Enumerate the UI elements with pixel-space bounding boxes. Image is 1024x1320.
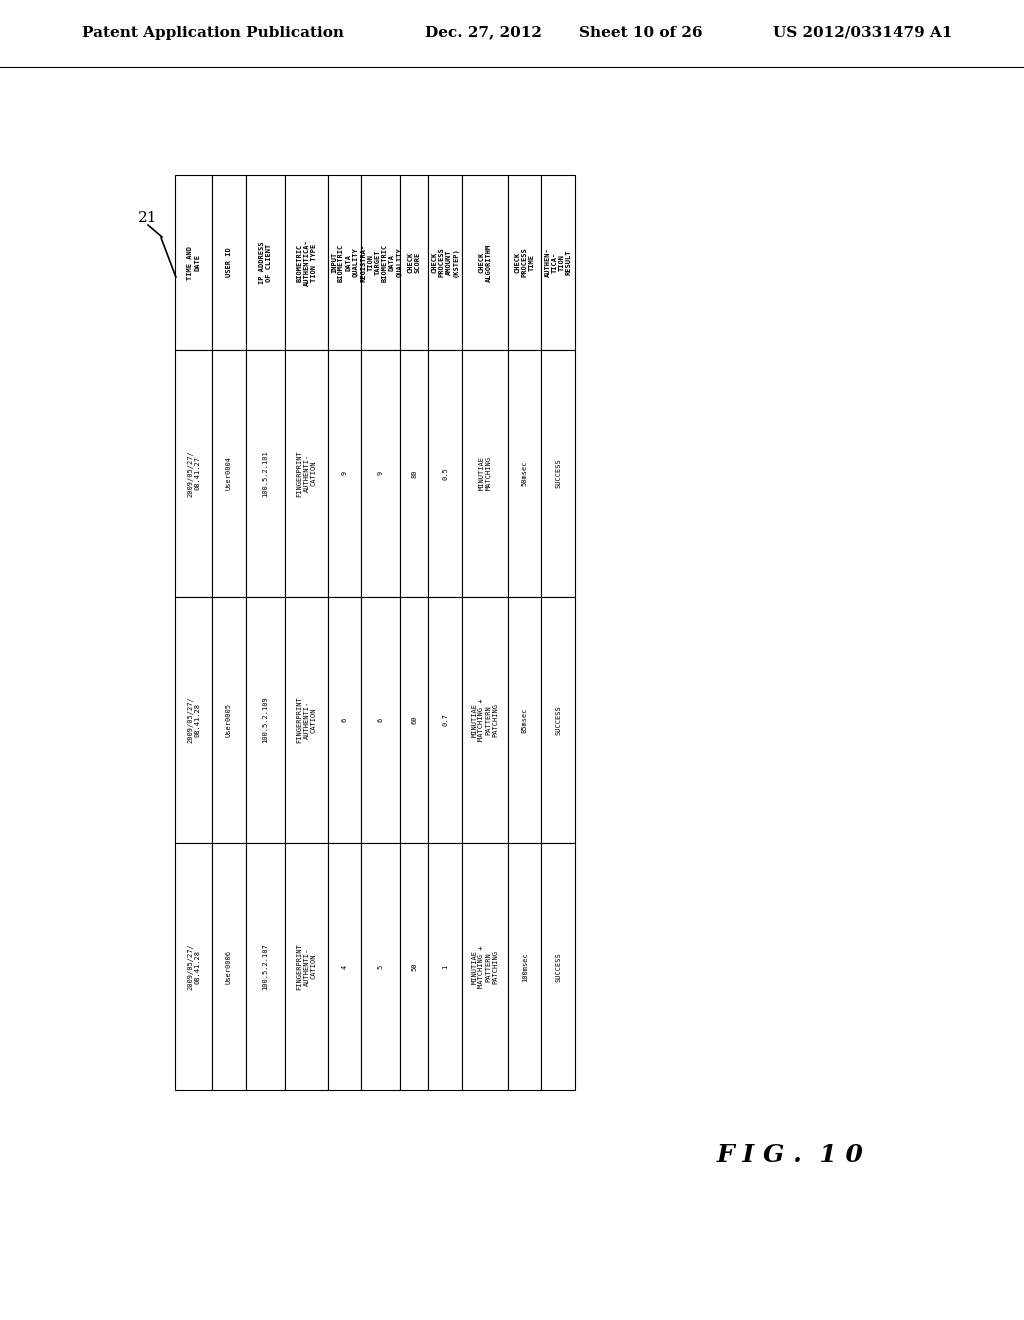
Bar — [462, 176, 508, 350]
Text: 2009/05/27/
08.41.28: 2009/05/27/ 08.41.28 — [187, 944, 200, 990]
Text: 100.5.2.109: 100.5.2.109 — [262, 697, 268, 743]
Text: 9: 9 — [342, 471, 347, 475]
Text: 6: 6 — [378, 718, 384, 722]
Text: 5: 5 — [378, 965, 384, 969]
Text: SUCCESS: SUCCESS — [555, 705, 561, 735]
Bar — [400, 843, 428, 1090]
Bar — [400, 176, 428, 350]
Text: SUCCESS: SUCCESS — [555, 952, 561, 982]
Text: User0004: User0004 — [226, 457, 231, 490]
Bar — [328, 597, 361, 843]
Bar — [328, 350, 361, 597]
Text: SUCCESS: SUCCESS — [555, 458, 561, 488]
Bar — [428, 350, 462, 597]
Text: FINGERPRINT
AUTHENTI-
CATION: FINGERPRINT AUTHENTI- CATION — [297, 697, 316, 743]
Text: 2009/05/27/
08.41.28: 2009/05/27/ 08.41.28 — [187, 697, 200, 743]
Text: CHECK
ALGORITHM: CHECK ALGORITHM — [478, 243, 492, 281]
Bar — [428, 176, 462, 350]
Text: 50: 50 — [412, 962, 418, 972]
Bar — [462, 843, 508, 1090]
Bar — [175, 843, 212, 1090]
Bar — [175, 176, 212, 350]
Bar — [212, 597, 246, 843]
Bar — [246, 176, 286, 350]
Text: 100.5.2.107: 100.5.2.107 — [262, 944, 268, 990]
Text: FINGERPRINT
AUTHENTI-
CATION: FINGERPRINT AUTHENTI- CATION — [297, 450, 316, 496]
Bar — [328, 176, 361, 350]
Text: INPUT
BIOMETRIC
DATA
QUALITY: INPUT BIOMETRIC DATA QUALITY — [331, 243, 358, 281]
Text: TIME AND
DATE: TIME AND DATE — [187, 246, 200, 280]
Bar — [246, 350, 286, 597]
Bar — [246, 597, 286, 843]
Bar — [212, 176, 246, 350]
Bar — [361, 843, 400, 1090]
Bar — [508, 350, 542, 597]
Text: REGISTRA-
TION
TARGET
BIOMETRIC
DATA
QUALITY: REGISTRA- TION TARGET BIOMETRIC DATA QUA… — [360, 243, 401, 281]
Text: BIOMETRIC
AUTHENTICA-
TION TYPE: BIOMETRIC AUTHENTICA- TION TYPE — [297, 239, 316, 286]
Bar — [542, 350, 575, 597]
Bar — [508, 176, 542, 350]
Bar — [361, 597, 400, 843]
Bar — [542, 843, 575, 1090]
Text: 85msec: 85msec — [521, 708, 527, 733]
Bar — [212, 843, 246, 1090]
Bar — [400, 350, 428, 597]
Text: 21: 21 — [138, 211, 158, 224]
Text: CHECK
SCORE: CHECK SCORE — [408, 252, 421, 273]
Text: 4: 4 — [342, 965, 347, 969]
Text: 2009/05/27/
08.41.27: 2009/05/27/ 08.41.27 — [187, 450, 200, 496]
Text: CHECK
PROCESS
AMOUNT
(KSTEP): CHECK PROCESS AMOUNT (KSTEP) — [432, 248, 459, 277]
Bar — [462, 597, 508, 843]
Text: 50msec: 50msec — [521, 461, 527, 486]
Bar — [175, 597, 212, 843]
Text: 100msec: 100msec — [521, 952, 527, 982]
Text: US 2012/0331479 A1: US 2012/0331479 A1 — [773, 25, 952, 40]
Bar — [246, 843, 286, 1090]
Text: CHECK
PROCESS
TIME: CHECK PROCESS TIME — [515, 248, 535, 277]
Bar — [428, 597, 462, 843]
Bar — [286, 350, 328, 597]
Bar — [328, 843, 361, 1090]
Bar — [286, 597, 328, 843]
Text: 60: 60 — [412, 715, 418, 725]
Text: IP ADDRESS
OF CLIENT: IP ADDRESS OF CLIENT — [259, 242, 272, 284]
Bar — [400, 597, 428, 843]
Text: F I G .  1 0: F I G . 1 0 — [717, 1143, 863, 1167]
Bar — [361, 176, 400, 350]
Text: Sheet 10 of 26: Sheet 10 of 26 — [579, 25, 702, 40]
Text: 0.7: 0.7 — [442, 714, 449, 726]
Text: 80: 80 — [412, 469, 418, 478]
Text: 100.5.2.101: 100.5.2.101 — [262, 450, 268, 496]
Text: 1: 1 — [442, 965, 449, 969]
Bar — [286, 843, 328, 1090]
Bar — [508, 843, 542, 1090]
Bar — [542, 176, 575, 350]
Text: FINGERPRINT
AUTHENTI-
CATION: FINGERPRINT AUTHENTI- CATION — [297, 944, 316, 990]
Bar — [462, 350, 508, 597]
Bar — [175, 350, 212, 597]
Text: AUTHEN-
TICA-
TION
RESULT: AUTHEN- TICA- TION RESULT — [545, 248, 571, 277]
Text: 9: 9 — [378, 471, 384, 475]
Text: Dec. 27, 2012: Dec. 27, 2012 — [425, 25, 542, 40]
Text: MINUTIAE
MATCHING +
PATTERN
PATCHING: MINUTIAE MATCHING + PATTERN PATCHING — [471, 945, 499, 987]
Text: 6: 6 — [342, 718, 347, 722]
Bar — [361, 350, 400, 597]
Text: User0005: User0005 — [226, 704, 231, 737]
Bar — [542, 597, 575, 843]
Text: 0.5: 0.5 — [442, 467, 449, 479]
Text: USER ID: USER ID — [226, 248, 231, 277]
Text: Patent Application Publication: Patent Application Publication — [82, 25, 344, 40]
Text: MINUTIAE
MATCHING +
PATTERN
PATCHING: MINUTIAE MATCHING + PATTERN PATCHING — [471, 698, 499, 742]
Text: MINUTIAE
MATCHING: MINUTIAE MATCHING — [478, 457, 492, 490]
Text: User0006: User0006 — [226, 949, 231, 983]
Bar — [508, 597, 542, 843]
Bar — [212, 350, 246, 597]
Bar — [428, 843, 462, 1090]
Bar — [286, 176, 328, 350]
